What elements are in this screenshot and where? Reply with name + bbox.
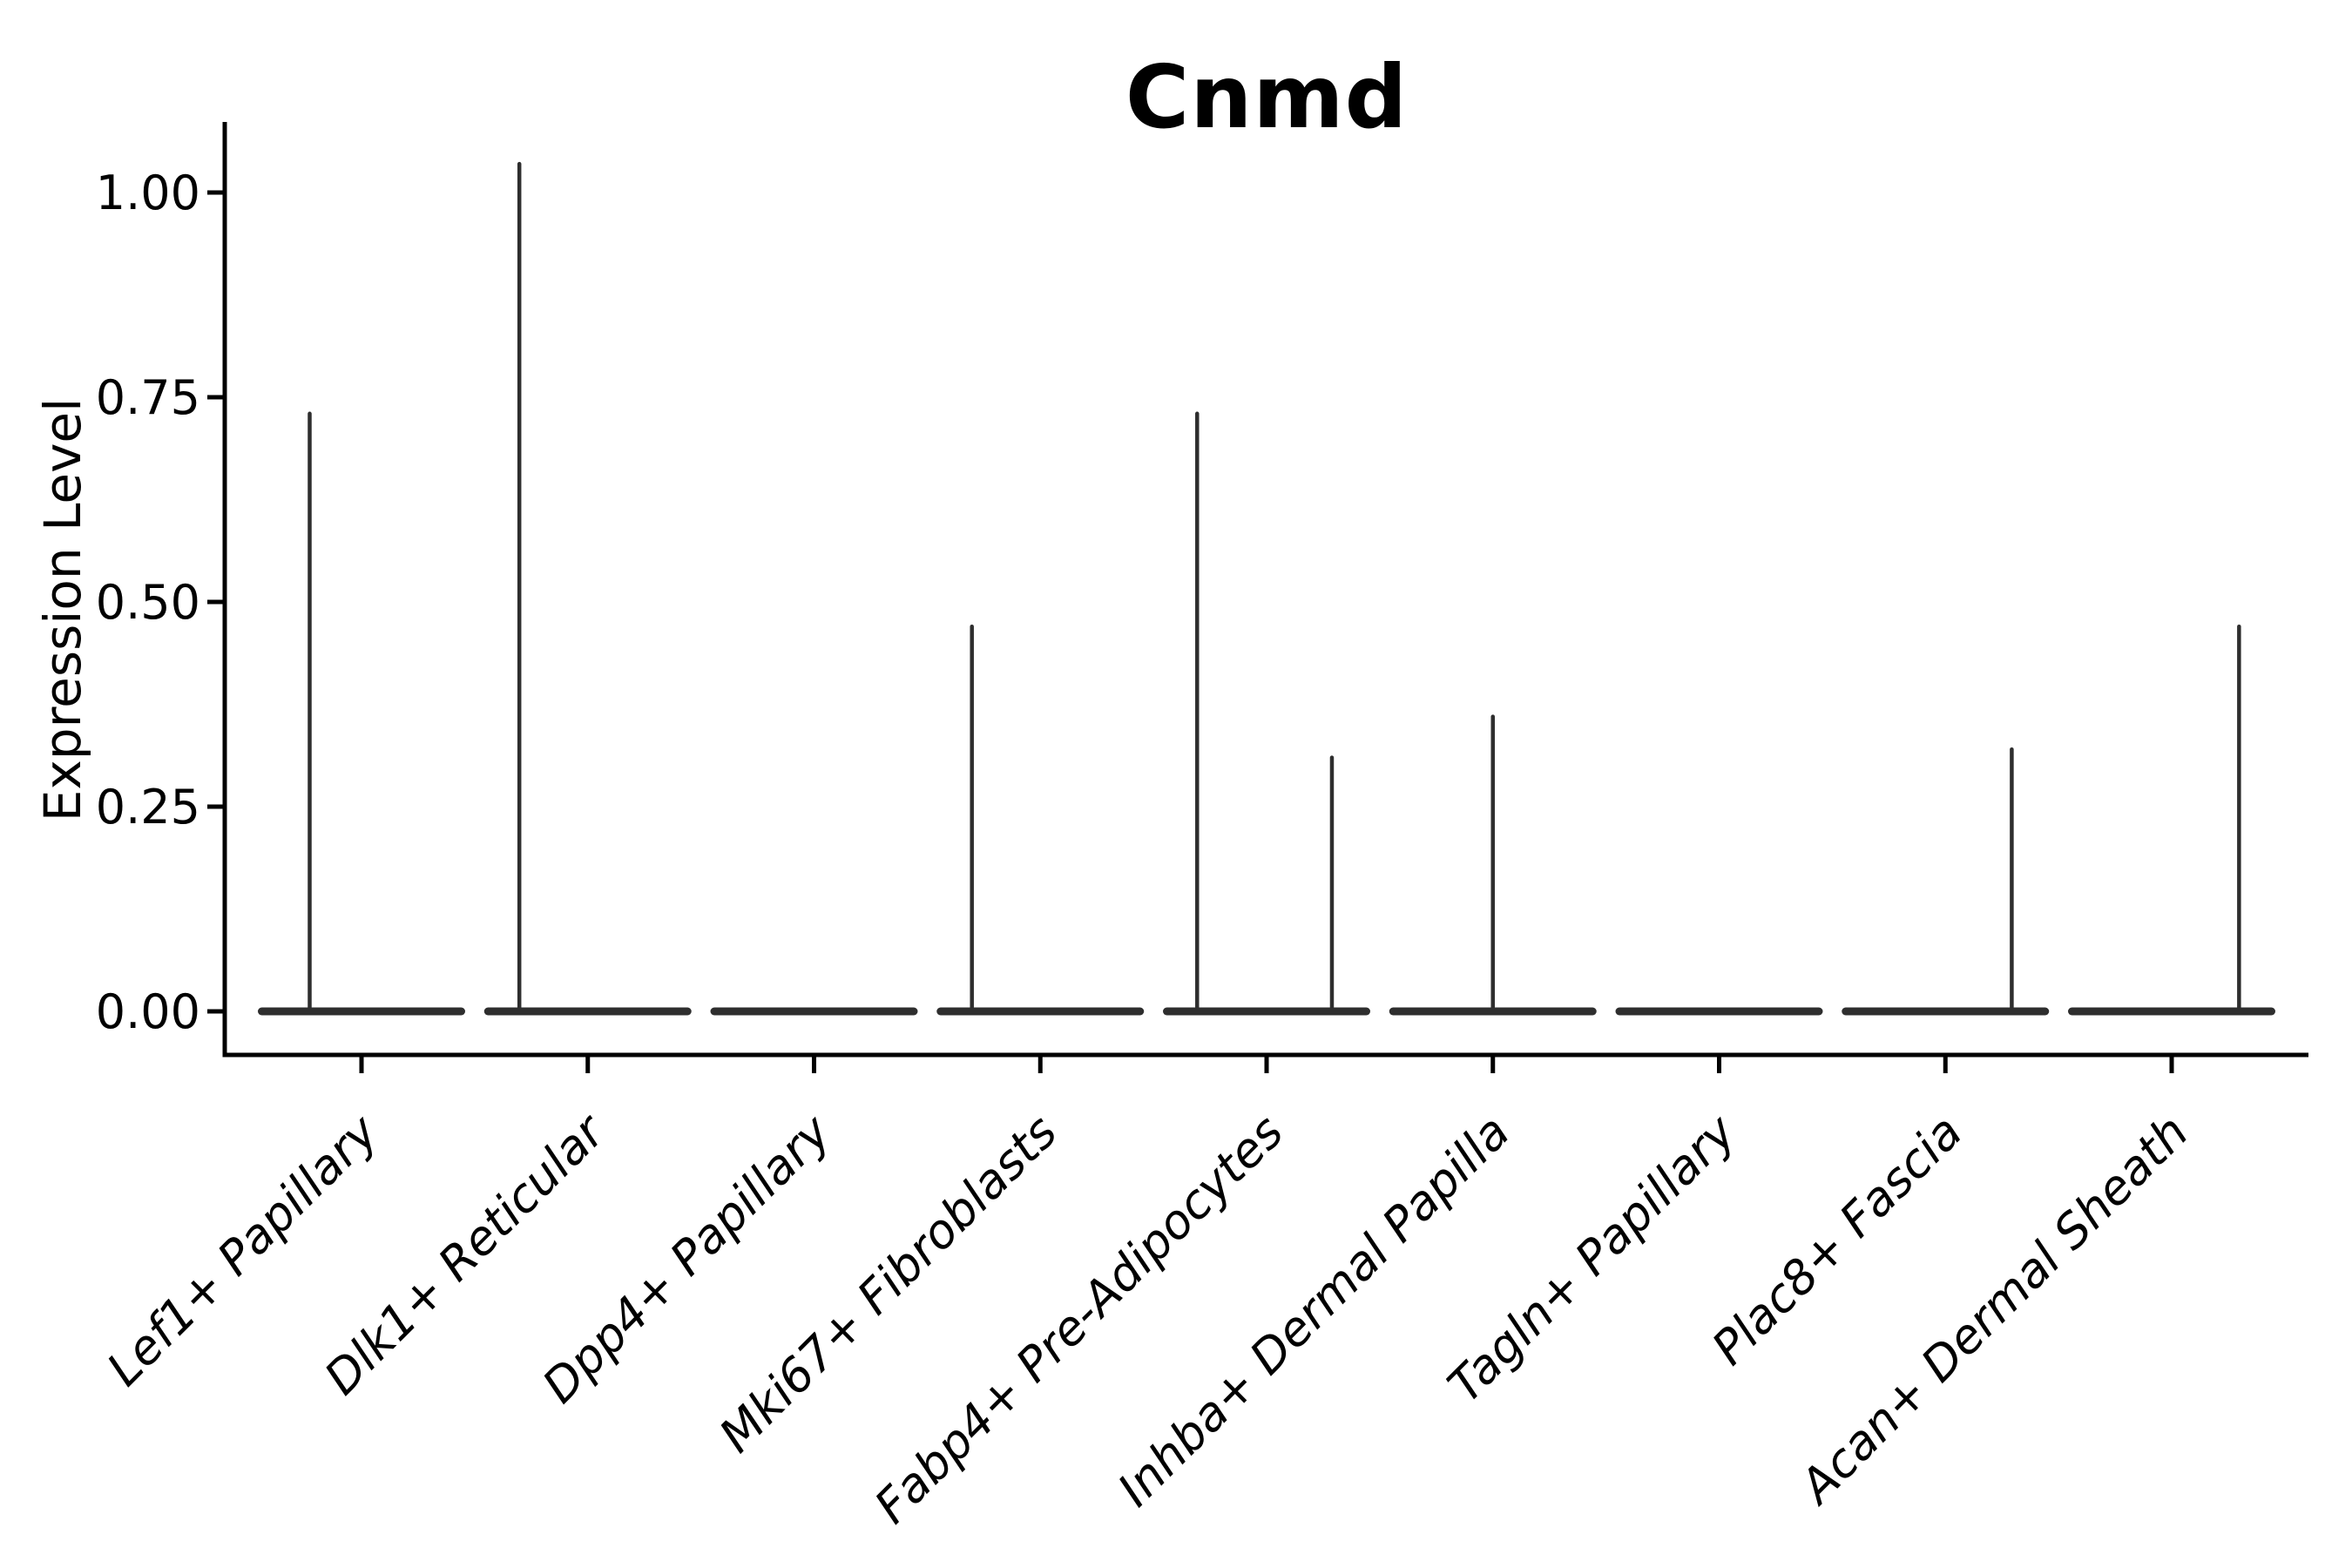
violin-base (1163, 1007, 1370, 1016)
x-axis-label: Fabp4+ Pre-Adipocytes (864, 1105, 1294, 1534)
y-tick-label: 1.00 (96, 166, 200, 220)
y-axis-title: Expression Level (33, 397, 92, 822)
x-axis-label: Inhba+ Dermal Papilla (1107, 1105, 1520, 1517)
violin-base (258, 1007, 465, 1016)
violin-base (710, 1007, 918, 1016)
violin-base (483, 1007, 692, 1016)
y-tick-label: 0.00 (96, 984, 200, 1039)
violin-base (936, 1007, 1145, 1016)
y-tick-label: 0.25 (96, 780, 200, 835)
y-tick-label: 0.75 (96, 370, 200, 425)
violin-base (2068, 1007, 2275, 1016)
x-axis-label: Acan+ Dermal Sheath (1788, 1105, 2199, 1516)
chart-title: Cnmd (1125, 46, 1409, 148)
violin-base (1842, 1007, 2050, 1016)
y-tick-label: 0.50 (96, 575, 200, 630)
violin-base (1389, 1007, 1597, 1016)
violin-base (1615, 1007, 1823, 1016)
